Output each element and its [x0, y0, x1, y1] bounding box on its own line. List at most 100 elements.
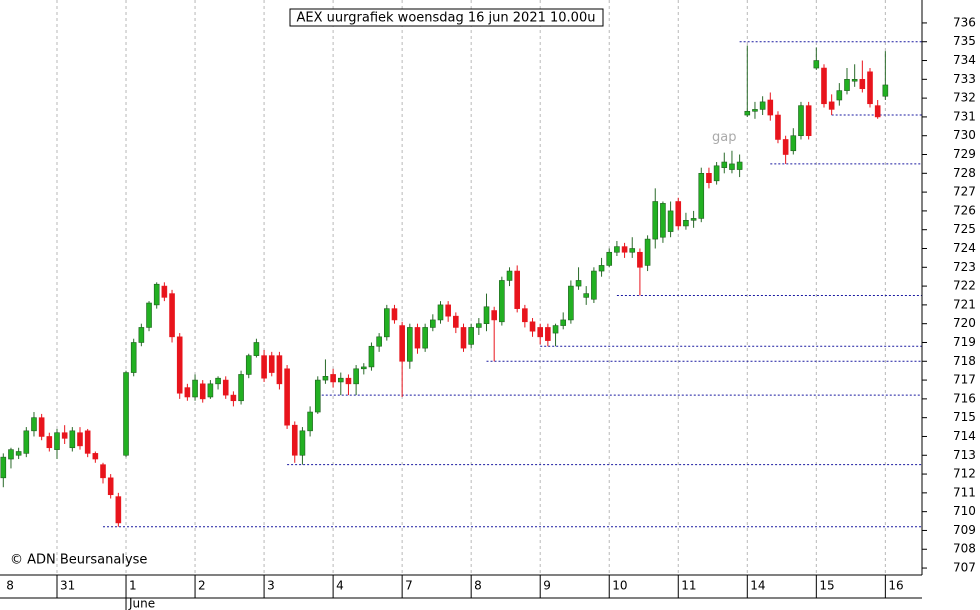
- candle-body: [422, 327, 428, 349]
- y-tick-label: 714: [953, 429, 976, 443]
- candle-body: [353, 368, 359, 385]
- candle-body: [468, 327, 474, 345]
- candle-body: [767, 99, 774, 116]
- candle-body: [629, 248, 636, 253]
- candle-body: [591, 270, 597, 300]
- y-tick-label: 729: [953, 147, 976, 161]
- candle-body: [61, 432, 68, 439]
- candle-body: [284, 368, 290, 426]
- candle-body: [790, 135, 797, 152]
- x-tick-label: 7: [405, 579, 413, 593]
- candle-body: [92, 453, 99, 460]
- candle-body: [222, 379, 229, 396]
- candle-body: [775, 114, 781, 140]
- y-tick-label: 721: [953, 297, 976, 311]
- x-tick-label: 2: [198, 579, 206, 593]
- candle-body: [568, 285, 574, 321]
- candle-body: [31, 417, 37, 432]
- x-tick-label: 15: [819, 579, 834, 593]
- candle-body: [153, 283, 160, 306]
- y-tick-label: 730: [953, 128, 976, 142]
- x-tick-label: 14: [750, 579, 765, 593]
- annotation: gap: [712, 130, 736, 145]
- y-tick-label: 713: [953, 448, 976, 462]
- candle-body: [744, 110, 751, 116]
- candle-body: [360, 366, 367, 370]
- candle-body: [759, 101, 766, 110]
- y-tick-label: 717: [953, 373, 976, 387]
- x-tick-label: 10: [612, 579, 627, 593]
- x-tick-label: 31: [60, 579, 75, 593]
- candle-body: [84, 430, 91, 454]
- candle-body: [683, 220, 689, 227]
- candle-body: [453, 315, 459, 328]
- candle-body: [460, 327, 467, 349]
- candle-body: [299, 430, 306, 456]
- candle-body: [169, 293, 175, 338]
- candle-body: [54, 432, 60, 450]
- x-tick-label: 8: [6, 579, 14, 593]
- y-tick-label: 724: [953, 241, 976, 255]
- candle-body: [529, 321, 536, 332]
- candle-body: [0, 456, 7, 479]
- y-tick-label: 731: [953, 109, 976, 123]
- candle-body: [514, 270, 520, 309]
- candle-body: [215, 377, 221, 385]
- candle-body: [545, 327, 551, 341]
- candle-body: [874, 105, 881, 118]
- candle-body: [77, 432, 83, 447]
- candle-body: [637, 251, 643, 268]
- candle-body: [614, 246, 620, 253]
- y-tick-label: 712: [953, 467, 976, 481]
- x-tick-label: 3: [267, 579, 275, 593]
- candle-body: [176, 336, 183, 394]
- candle-body: [675, 201, 682, 227]
- candle-body: [276, 355, 283, 385]
- candle-body: [138, 327, 145, 343]
- y-tick-label: 720: [953, 316, 976, 330]
- candle-body: [506, 270, 513, 281]
- x-tick-label: 16: [888, 579, 903, 593]
- candle-body: [253, 342, 260, 356]
- candle-body: [345, 377, 352, 385]
- source: © ADN Beursanalyse: [10, 553, 147, 568]
- x-tick-label: 1: [129, 579, 137, 593]
- candle-body: [38, 417, 45, 437]
- candle-body: [238, 374, 244, 402]
- candle-body: [782, 139, 789, 155]
- candle-body: [690, 218, 697, 221]
- candle-body: [476, 323, 482, 328]
- y-tick-label: 716: [953, 391, 976, 405]
- candle-body: [575, 280, 582, 287]
- candle-body: [844, 79, 850, 91]
- candle-body: [307, 411, 313, 432]
- candle-body: [430, 319, 436, 328]
- candle-body: [706, 173, 712, 184]
- candle-body: [8, 449, 14, 460]
- candle-body: [729, 163, 735, 170]
- y-tick-label: 708: [953, 542, 976, 556]
- candle-body: [805, 105, 812, 137]
- candle-body: [399, 325, 405, 362]
- candle-body: [813, 60, 820, 69]
- candle-body: [383, 308, 390, 338]
- candle-body: [598, 265, 605, 272]
- candle-body: [851, 79, 858, 82]
- candle-body: [859, 79, 866, 90]
- y-tick-label: 725: [953, 222, 976, 236]
- candle-body: [821, 67, 827, 105]
- y-tick-label: 715: [953, 410, 976, 424]
- candle-body: [414, 327, 421, 349]
- y-tick-label: 718: [953, 354, 976, 368]
- candle-body: [644, 238, 651, 266]
- candle-body: [161, 285, 168, 298]
- candle-body: [130, 342, 137, 373]
- x-tick-label: 11: [681, 579, 696, 593]
- candle-body: [483, 306, 490, 324]
- candle-body: [491, 310, 497, 321]
- y-tick-label: 736: [953, 15, 976, 29]
- y-tick-label: 733: [953, 72, 976, 86]
- candle-body: [207, 383, 214, 398]
- y-tick-label: 711: [953, 485, 976, 499]
